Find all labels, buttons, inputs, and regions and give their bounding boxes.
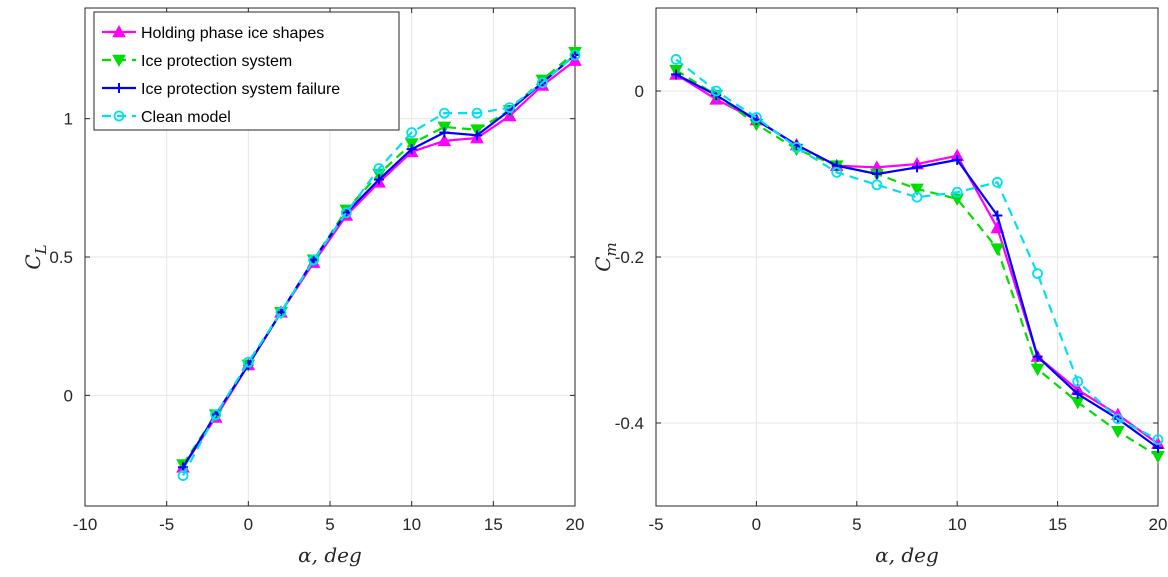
x-tick-label: -10 [73, 515, 98, 534]
y-axis-label-main: C [21, 254, 45, 269]
data-point-clean [1032, 268, 1043, 280]
data-point-clean [308, 254, 320, 266]
x-tick-label: 10 [948, 515, 967, 534]
y-tick-label: 0.5 [49, 248, 73, 267]
y-tick-label: 0 [64, 386, 73, 405]
x-tick-label: 5 [325, 515, 334, 534]
y-tick-label: -0.4 [615, 414, 644, 433]
data-point-ips [910, 183, 924, 196]
data-point-clean [569, 49, 581, 61]
data-point-ips [1030, 363, 1045, 377]
y-tick-label: 1 [64, 110, 73, 129]
data-point-clean [1112, 413, 1124, 425]
legend-swatch-marker [112, 24, 126, 38]
y-axis-label: CL [21, 244, 50, 269]
data-point-ips_failure [912, 162, 923, 173]
data-point-clean [710, 85, 722, 97]
legend: Holding phase ice shapes Ice protection s… [93, 11, 400, 131]
data-point-clean [871, 179, 883, 191]
legend-label: Ice protection system [141, 53, 292, 70]
axes-box [655, 7, 1159, 507]
data-point-ips_failure [406, 144, 417, 155]
y-axis-label-main: C [591, 256, 615, 271]
x-tick-label: -5 [159, 515, 174, 534]
data-point-ips_failure [952, 154, 963, 165]
data-point-ips [950, 193, 965, 206]
data-point-ips_failure [871, 169, 882, 179]
x-tick-label: 0 [752, 515, 761, 534]
data-point-clean [340, 207, 352, 219]
data-point-ips_failure [276, 307, 286, 318]
data-point-clean [242, 356, 254, 368]
y-axis-label-sub: m [602, 242, 620, 256]
series-line-clean [675, 58, 1159, 441]
data-point-clean [670, 54, 682, 65]
data-point-clean [951, 186, 963, 198]
data-point-clean [791, 142, 802, 153]
x-tick-label: 15 [1048, 515, 1067, 534]
data-point-clean [751, 112, 762, 123]
legend-entry: Clean model [102, 109, 231, 126]
data-point-clean [991, 176, 1003, 188]
y-axis-label: Cm [591, 242, 620, 272]
data-point-holding [437, 133, 452, 147]
legend-swatch-marker [113, 110, 125, 122]
data-point-ips [1110, 426, 1125, 439]
legend-entry: Ice protection system failure [102, 81, 340, 98]
legend-swatch-marker [114, 83, 124, 93]
data-point-clean [1072, 376, 1084, 387]
data-point-clean [911, 191, 923, 203]
data-point-ips_failure [472, 130, 482, 141]
x-axis-label: α, deg [298, 543, 362, 567]
data-point-ips_failure [210, 409, 221, 420]
data-point-ips_failure [671, 69, 682, 80]
axes-box [84, 7, 576, 507]
x-tick-label: 5 [852, 515, 861, 534]
legend-label: Clean model [141, 109, 231, 126]
data-point-clean [471, 107, 483, 119]
data-point-clean [536, 77, 548, 89]
x-axis-label: α, deg [875, 543, 939, 567]
data-point-clean [373, 163, 385, 174]
cm-vs-alpha-panel: -5 0 5 10 15 20 -0.4 -0.2 0 α, deg Cm [591, 7, 1168, 567]
x-tick-label: 10 [402, 515, 421, 534]
x-tick-label: 20 [1149, 515, 1168, 534]
data-point-clean [406, 127, 418, 138]
legend-label: Ice protection system failure [141, 81, 340, 98]
x-tick-label: -5 [648, 515, 663, 534]
x-tick-label: 20 [566, 515, 585, 534]
y-tick-label: -0.2 [615, 248, 644, 267]
data-point-ips_failure [341, 207, 352, 218]
series-clean [177, 49, 581, 481]
legend-entry: Ice protection system [102, 53, 292, 70]
cl-vs-alpha-panel: -10 -5 0 5 10 15 20 0 0.5 1 α, deg CL Holding phase … [21, 7, 585, 567]
legend-label: Holding phase ice shapes [141, 25, 324, 42]
data-point-ips_failure [374, 174, 384, 185]
legend-entry: Holding phase ice shapes [102, 24, 324, 42]
data-point-clean [275, 306, 287, 318]
y-axis-label-sub: L [32, 244, 50, 255]
data-point-clean [438, 107, 450, 119]
data-point-ips_failure [1072, 388, 1083, 399]
series-line-clean [182, 54, 576, 477]
series-ips_failure [178, 50, 580, 473]
legend-box [93, 11, 400, 131]
data-point-clean [504, 102, 516, 113]
legend-swatch-marker [112, 54, 126, 68]
y-tick-label: 0 [635, 82, 644, 101]
x-tick-label: 15 [484, 515, 503, 534]
data-point-ips_failure [831, 160, 842, 171]
data-point-clean [177, 470, 189, 481]
data-point-ips_failure [1032, 351, 1043, 362]
data-point-clean [1152, 434, 1164, 446]
series-clean [670, 54, 1164, 446]
data-point-clean [831, 166, 843, 178]
data-point-ips [990, 243, 1005, 256]
data-point-ips_failure [439, 127, 450, 138]
data-point-clean [210, 409, 222, 421]
x-tick-label: 0 [244, 515, 253, 534]
data-point-ips_failure [308, 254, 319, 265]
data-point-ips_failure [992, 210, 1003, 221]
